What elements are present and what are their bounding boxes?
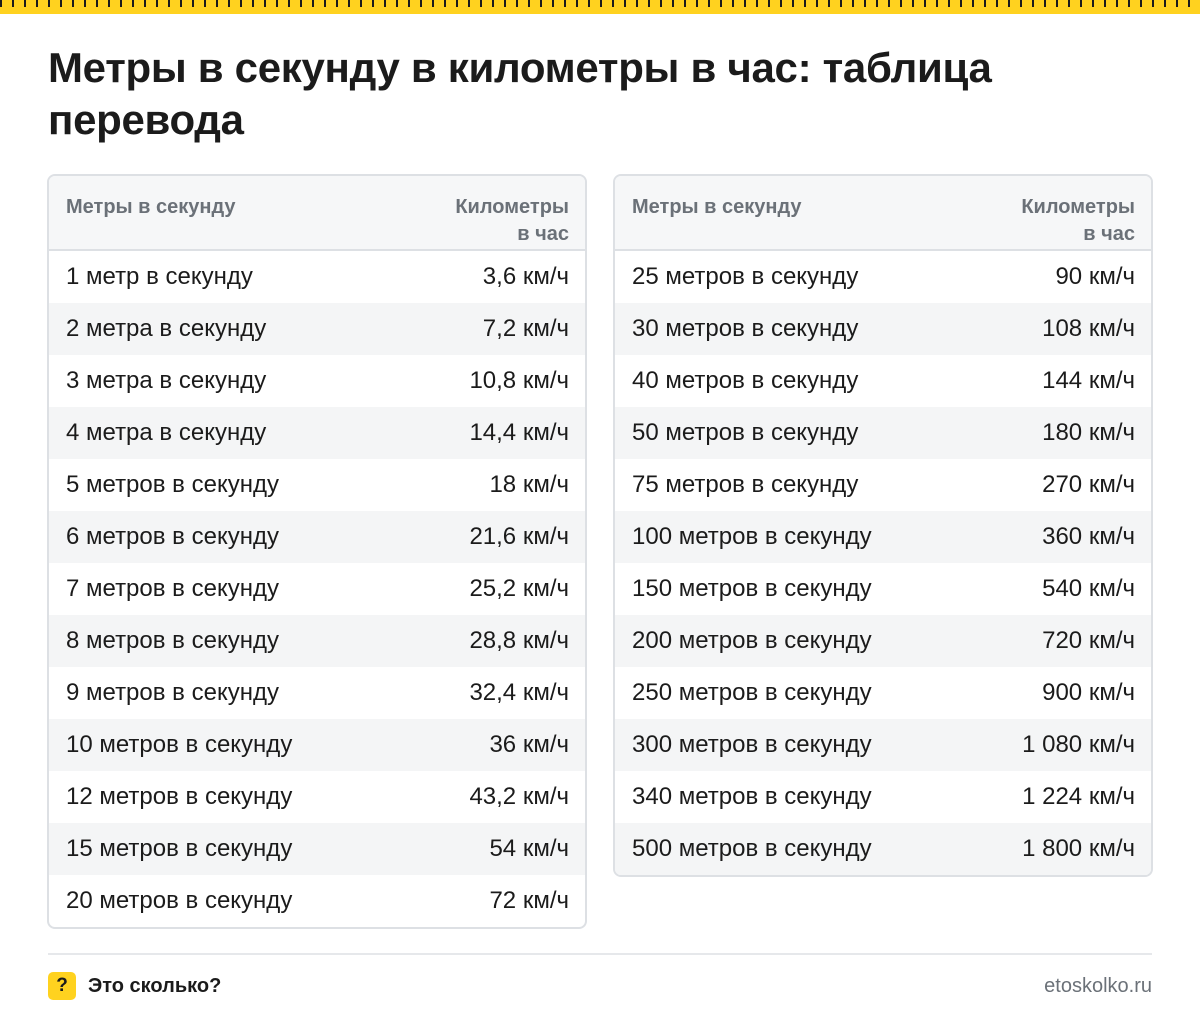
table-row: 8 метров в секунду 28,8 км/ч <box>49 615 585 667</box>
cell-mps: 3 метра в секунду <box>66 367 267 394</box>
cell-mps: 250 метров в секунду <box>632 679 872 706</box>
cell-kmh: 72 км/ч <box>489 887 569 914</box>
header-kmh: Километры в час <box>429 176 569 249</box>
table-body: 1 метр в секунду 3,6 км/ч 2 метра в секунд… <box>49 251 585 927</box>
cell-mps: 25 метров в секунду <box>632 263 859 290</box>
cell-mps: 1 метр в секунду <box>66 263 253 290</box>
footer-divider <box>48 953 1152 955</box>
cell-mps: 20 метров в секунду <box>66 887 293 914</box>
table-row: 12 метров в секунду 43,2 км/ч <box>49 771 585 823</box>
cell-kmh: 1 224 км/ч <box>1022 783 1135 810</box>
cell-kmh: 36 км/ч <box>489 731 569 758</box>
cell-mps: 200 метров в секунду <box>632 627 872 654</box>
cell-mps: 340 метров в секунду <box>632 783 872 810</box>
header-kmh: Километры в час <box>995 176 1135 249</box>
cell-kmh: 14,4 км/ч <box>469 419 569 446</box>
cell-mps: 500 метров в секунду <box>632 835 872 862</box>
header-kmh-line2: в час <box>1083 223 1135 245</box>
cell-mps: 50 метров в секунду <box>632 419 859 446</box>
cell-mps: 10 метров в секунду <box>66 731 293 758</box>
ruler-decoration <box>0 0 1200 14</box>
table-row: 7 метров в секунду 25,2 км/ч <box>49 563 585 615</box>
cell-kmh: 900 км/ч <box>1042 679 1135 706</box>
table-row: 10 метров в секунду 36 км/ч <box>49 719 585 771</box>
conversion-table-left: Метры в секунду Километры в час 1 метр в… <box>47 174 587 929</box>
cell-kmh: 7,2 км/ч <box>482 315 569 342</box>
table-row: 15 метров в секунду 54 км/ч <box>49 823 585 875</box>
table-row: 9 метров в секунду 32,4 км/ч <box>49 667 585 719</box>
page-title: Метры в секунду в километры в час: табли… <box>48 44 992 143</box>
cell-mps: 30 метров в секунду <box>632 315 859 342</box>
cell-kmh: 360 км/ч <box>1042 523 1135 550</box>
table-row: 20 метров в секунду 72 км/ч <box>49 875 585 927</box>
header-mps: Метры в секунду <box>632 196 802 218</box>
cell-mps: 4 метра в секунду <box>66 419 267 446</box>
site-link[interactable]: etoskolko.ru <box>1044 975 1152 997</box>
cell-mps: 7 метров в секунду <box>66 575 279 602</box>
header-kmh-line2: в час <box>517 223 569 245</box>
cell-kmh: 28,8 км/ч <box>469 627 569 654</box>
cell-mps: 75 метров в секунду <box>632 471 859 498</box>
cell-mps: 2 метра в секунду <box>66 315 267 342</box>
header-mps: Метры в секунду <box>66 196 236 218</box>
table-row: 5 метров в секунду 18 км/ч <box>49 459 585 511</box>
cell-kmh: 32,4 км/ч <box>469 679 569 706</box>
cell-kmh: 90 км/ч <box>1055 263 1135 290</box>
conversion-table-right: Метры в секунду Километры в час 25 метро… <box>613 174 1153 877</box>
table-row: 2 метра в секунду 7,2 км/ч <box>49 303 585 355</box>
brand-logo[interactable]: ? Это сколько? <box>48 972 221 1000</box>
table-row: 340 метров в секунду 1 224 км/ч <box>615 771 1151 823</box>
table-row: 100 метров в секунду 360 км/ч <box>615 511 1151 563</box>
cell-kmh: 3,6 км/ч <box>482 263 569 290</box>
header-kmh-line1: Километры <box>1021 196 1135 218</box>
table-row: 200 метров в секунду 720 км/ч <box>615 615 1151 667</box>
cell-kmh: 720 км/ч <box>1042 627 1135 654</box>
table-row: 500 метров в секунду 1 800 км/ч <box>615 823 1151 875</box>
cell-mps: 5 метров в секунду <box>66 471 279 498</box>
table-row: 4 метра в секунду 14,4 км/ч <box>49 407 585 459</box>
table-row: 50 метров в секунду 180 км/ч <box>615 407 1151 459</box>
cell-mps: 9 метров в секунду <box>66 679 279 706</box>
table-row: 300 метров в секунду 1 080 км/ч <box>615 719 1151 771</box>
table-row: 75 метров в секунду 270 км/ч <box>615 459 1151 511</box>
table-row: 1 метр в секунду 3,6 км/ч <box>49 251 585 303</box>
cell-mps: 300 метров в секунду <box>632 731 872 758</box>
table-row: 30 метров в секунду 108 км/ч <box>615 303 1151 355</box>
table-row: 3 метра в секунду 10,8 км/ч <box>49 355 585 407</box>
table-header: Метры в секунду Километры в час <box>49 176 585 251</box>
cell-kmh: 18 км/ч <box>489 471 569 498</box>
cell-kmh: 43,2 км/ч <box>469 783 569 810</box>
table-row: 25 метров в секунду 90 км/ч <box>615 251 1151 303</box>
cell-kmh: 540 км/ч <box>1042 575 1135 602</box>
cell-kmh: 144 км/ч <box>1042 367 1135 394</box>
brand-name: Это сколько? <box>88 974 222 997</box>
cell-mps: 8 метров в секунду <box>66 627 279 654</box>
cell-mps: 15 метров в секунду <box>66 835 293 862</box>
table-body: 25 метров в секунду 90 км/ч 30 метров в се… <box>615 251 1151 875</box>
cell-mps: 6 метров в секунду <box>66 523 279 550</box>
cell-kmh: 21,6 км/ч <box>469 523 569 550</box>
cell-kmh: 1 800 км/ч <box>1022 835 1135 862</box>
table-row: 40 метров в секунду 144 км/ч <box>615 355 1151 407</box>
table-row: 150 метров в секунду 540 км/ч <box>615 563 1151 615</box>
cell-mps: 150 метров в секунду <box>632 575 872 602</box>
cell-kmh: 54 км/ч <box>489 835 569 862</box>
cell-kmh: 1 080 км/ч <box>1022 731 1135 758</box>
cell-kmh: 25,2 км/ч <box>469 575 569 602</box>
cell-mps: 100 метров в секунду <box>632 523 872 550</box>
cell-kmh: 270 км/ч <box>1042 471 1135 498</box>
table-row: 6 метров в секунду 21,6 км/ч <box>49 511 585 563</box>
cell-mps: 40 метров в секунду <box>632 367 859 394</box>
cell-mps: 12 метров в секунду <box>66 783 293 810</box>
table-header: Метры в секунду Километры в час <box>615 176 1151 251</box>
table-row: 250 метров в секунду 900 км/ч <box>615 667 1151 719</box>
cell-kmh: 180 км/ч <box>1042 419 1135 446</box>
cell-kmh: 10,8 км/ч <box>469 367 569 394</box>
header-kmh-line1: Километры <box>455 196 569 218</box>
question-icon: ? <box>48 972 76 1000</box>
cell-kmh: 108 км/ч <box>1042 315 1135 342</box>
